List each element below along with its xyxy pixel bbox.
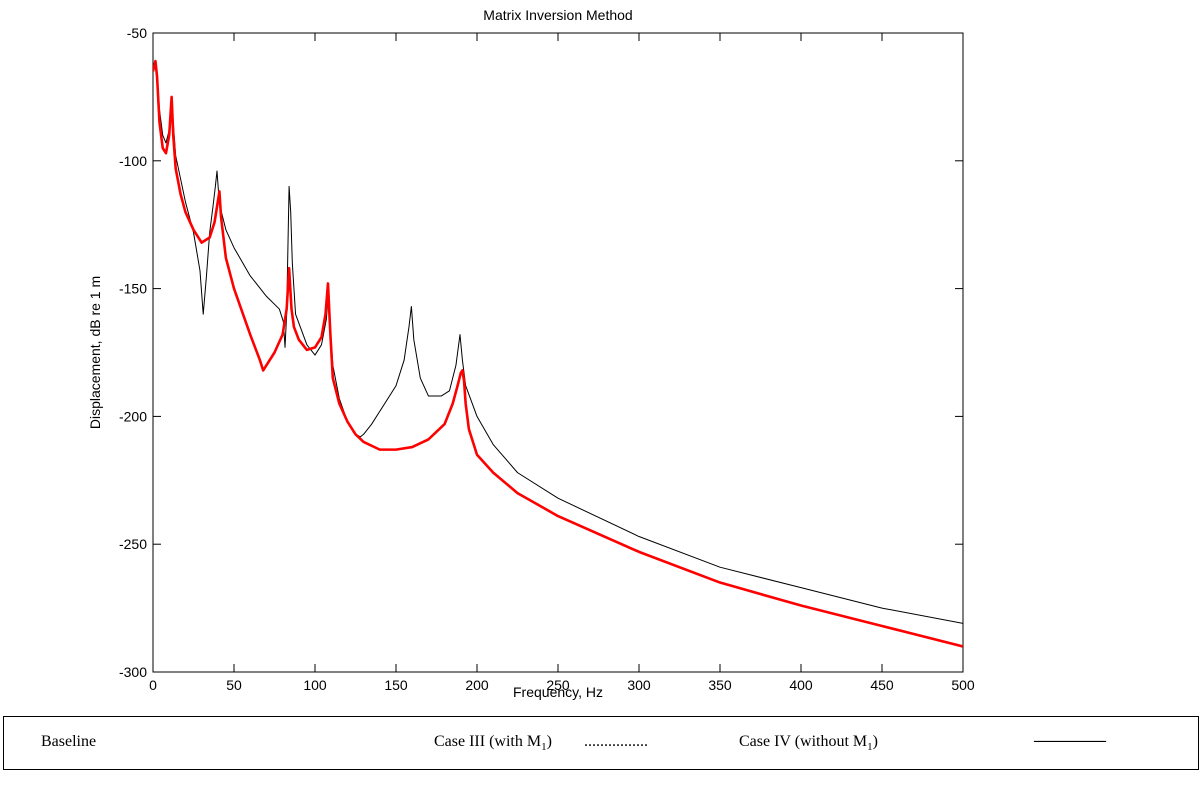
x-tick-label: 50 bbox=[226, 677, 242, 693]
legend-label-case-iii-sub: 1 bbox=[541, 741, 547, 754]
x-tick-label: 150 bbox=[384, 677, 408, 693]
x-tick-label: 250 bbox=[546, 677, 570, 693]
y-tick-label: -150 bbox=[119, 281, 147, 297]
series-line-2 bbox=[153, 59, 963, 648]
plot-area: 0 50 100 150 200 250 300 350 400 450 500 -300 -250 -2… bbox=[119, 25, 975, 693]
legend-label-case-iv-sub: 1 bbox=[867, 741, 873, 754]
legend-item-baseline: Baseline bbox=[41, 733, 96, 751]
legend-label-case-iv-main: Case IV (without M bbox=[739, 733, 868, 750]
x-tick-label: 500 bbox=[951, 677, 975, 693]
chart: 0 50 100 150 200 250 300 350 400 450 500 -300 -250 -2… bbox=[87, 7, 975, 700]
x-axis-label: Frequency, Hz bbox=[513, 684, 603, 700]
chart-title: Matrix Inversion Method bbox=[483, 7, 632, 23]
legend-item-case-iii: Case III (with M1) bbox=[434, 733, 552, 753]
series-line-1 bbox=[153, 63, 963, 624]
legend-label-case-iv-end: ) bbox=[872, 733, 878, 750]
y-tick-label: -200 bbox=[119, 408, 147, 424]
x-tick-label: 350 bbox=[708, 677, 732, 693]
y-tick-label: -250 bbox=[119, 536, 147, 552]
legend-label-case-iii-end: ) bbox=[546, 733, 552, 750]
y-axis-label: Displacement, dB re 1 m bbox=[87, 276, 103, 429]
legend: Baseline Case III (with M1) ............… bbox=[3, 716, 1199, 770]
x-tick-label: 400 bbox=[789, 677, 813, 693]
y-tick-label: -300 bbox=[119, 664, 147, 680]
x-tick-label: 300 bbox=[627, 677, 651, 693]
y-tick-label: -50 bbox=[127, 25, 147, 41]
x-tick-label: 0 bbox=[149, 677, 157, 693]
x-tick-label: 450 bbox=[870, 677, 894, 693]
x-tick-label: 200 bbox=[465, 677, 489, 693]
plot-frame bbox=[152, 32, 964, 673]
legend-item-case-iv: Case IV (without M1) bbox=[739, 733, 878, 753]
x-tick-label: 100 bbox=[303, 677, 327, 693]
legend-label-case-iii-main: Case III (with M bbox=[434, 733, 542, 750]
legend-label-baseline: Baseline bbox=[41, 733, 97, 750]
legend-marker-case-iii: ................ bbox=[584, 733, 648, 750]
y-tick-label: -100 bbox=[119, 153, 147, 169]
legend-marker-case-iv: _________ bbox=[1034, 727, 1106, 744]
